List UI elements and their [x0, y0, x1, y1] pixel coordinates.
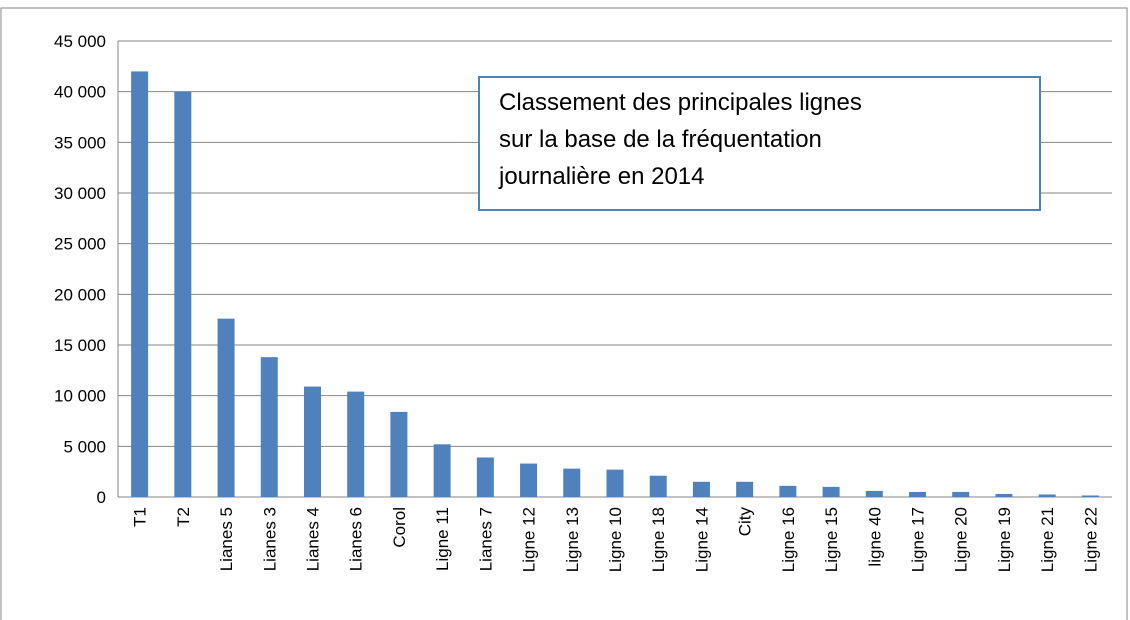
bar [865, 490, 883, 497]
plot: 0 5 000 10 000 15 000 20 000 25 000 30 000 35 0… [54, 32, 1112, 572]
bar [520, 463, 538, 497]
bar [260, 357, 278, 497]
x-tick-label: Ligne 10 [606, 507, 625, 572]
y-tick-label: 40 000 [54, 83, 106, 102]
bar [174, 91, 192, 498]
x-tick-label: Ligne 16 [779, 507, 798, 572]
bar [649, 475, 667, 497]
bar [692, 481, 710, 497]
y-tick-label: 15 000 [54, 336, 106, 355]
x-tick-label: Lianes 5 [217, 507, 236, 571]
bar [952, 491, 970, 497]
x-tick-label: Ligne 18 [649, 507, 668, 572]
bar [779, 485, 797, 497]
y-tick-label: 30 000 [54, 184, 106, 203]
bar [1081, 495, 1099, 497]
bar [909, 491, 927, 497]
x-tick-label: Ligne 21 [1038, 507, 1057, 572]
x-tick-label: ligne 40 [865, 507, 884, 567]
y-tick-label: 5 000 [63, 437, 106, 456]
x-tick-label: Ligne 22 [1081, 507, 1100, 572]
annotation-line: Classement des principales lignes [499, 89, 862, 116]
x-tick-label: Ligne 15 [822, 507, 841, 572]
x-tick-label: Lianes 3 [260, 507, 279, 571]
x-tick-label: Ligne 17 [909, 507, 928, 572]
x-tick-label: Lianes 4 [303, 507, 322, 571]
bar [303, 386, 321, 497]
y-tick-label: 45 000 [54, 32, 106, 51]
bar [390, 411, 408, 497]
x-tick-label: Ligne 14 [692, 507, 711, 572]
bar [1038, 494, 1056, 497]
y-tick-label: 0 [97, 488, 106, 507]
bar [563, 468, 581, 497]
bar [131, 71, 149, 498]
x-tick-label: Lianes 7 [476, 507, 495, 571]
chart-frame [0, 7, 1128, 620]
bar [433, 444, 451, 497]
x-tick-label: T2 [174, 507, 193, 527]
annotation-line: sur la base de la fréquentation [499, 126, 822, 153]
x-tick-label: Lianes 6 [347, 507, 366, 571]
y-tick-label: 25 000 [54, 235, 106, 254]
annotation-box [478, 76, 1041, 211]
y-tick-label: 10 000 [54, 387, 106, 406]
x-tick-label: Corol [390, 507, 409, 548]
x-tick-label: Ligne 20 [952, 507, 971, 572]
x-tick-label: Ligne 19 [995, 507, 1014, 572]
bar [736, 481, 754, 497]
x-tick-label: Ligne 11 [433, 507, 452, 571]
bar [347, 391, 365, 497]
bar [217, 318, 235, 497]
annotation-line: journalière en 2014 [498, 163, 705, 190]
bar [476, 457, 494, 497]
bar [995, 493, 1013, 497]
x-tick-label: Ligne 13 [563, 507, 582, 572]
x-tick-label: T1 [131, 507, 150, 527]
bar [606, 469, 624, 497]
x-tick-label: Ligne 12 [520, 507, 539, 572]
y-tick-label: 35 000 [54, 133, 106, 152]
x-tick-label: City [736, 507, 755, 537]
bar [822, 486, 840, 497]
y-tick-label: 20 000 [54, 285, 106, 304]
